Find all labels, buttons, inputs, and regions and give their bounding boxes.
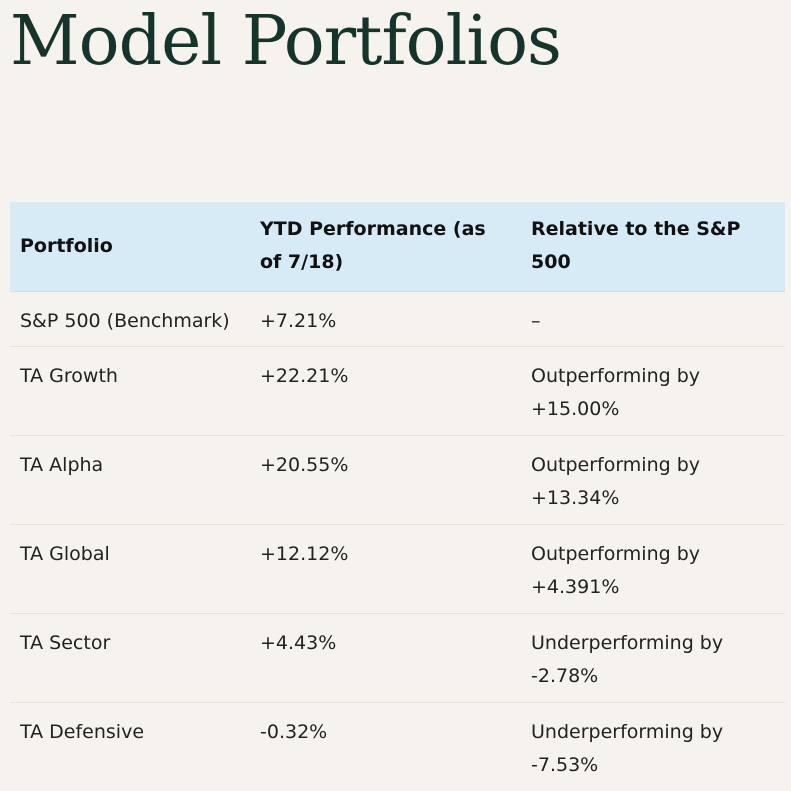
table-row: TA Sector +4.43% Underperforming by -2.7… (10, 612, 785, 702)
cell-relative: Outperforming by +15.00% (521, 345, 785, 435)
cell-relative: Underperforming by -7.53% (521, 701, 785, 791)
table-row: TA Global +12.12% Outperforming by +4.39… (10, 523, 785, 613)
cell-ytd: +12.12% (250, 523, 521, 613)
portfolio-table: Portfolio YTD Performance (as of 7/18) R… (10, 202, 785, 791)
portfolio-table-container: Portfolio YTD Performance (as of 7/18) R… (10, 202, 785, 791)
table-body: S&P 500 (Benchmark) +7.21% – TA Growth +… (10, 290, 785, 791)
cell-ytd: +7.21% (250, 290, 521, 346)
cell-ytd: +22.21% (250, 345, 521, 435)
header-relative-sp500: Relative to the S&P 500 (531, 218, 741, 274)
cell-portfolio: TA Global (10, 523, 250, 613)
table-row: S&P 500 (Benchmark) +7.21% – (10, 290, 785, 346)
cell-portfolio: S&P 500 (Benchmark) (10, 290, 250, 346)
cell-relative: Outperforming by +13.34% (521, 434, 785, 524)
cell-portfolio: TA Defensive (10, 701, 250, 791)
table-row: TA Alpha +20.55% Outperforming by +13.34… (10, 434, 785, 524)
header-ytd-performance: YTD Performance (as of 7/18) (260, 218, 486, 274)
cell-relative: Outperforming by +4.391% (521, 523, 785, 613)
cell-portfolio: TA Sector (10, 612, 250, 702)
table-row: TA Defensive -0.32% Underperforming by -… (10, 701, 785, 791)
header-row: Portfolio YTD Performance (as of 7/18) R… (10, 202, 785, 291)
cell-relative: – (521, 290, 785, 346)
page-title: Model Portfolios (10, 2, 562, 81)
cell-ytd: +4.43% (250, 612, 521, 702)
table-row: TA Growth +22.21% Outperforming by +15.0… (10, 345, 785, 435)
cell-ytd: +20.55% (250, 434, 521, 524)
cell-relative: Underperforming by -2.78% (521, 612, 785, 702)
table-header: Portfolio YTD Performance (as of 7/18) R… (10, 202, 785, 291)
cell-portfolio: TA Growth (10, 345, 250, 435)
header-portfolio: Portfolio (20, 234, 113, 257)
cell-ytd: -0.32% (250, 701, 521, 791)
cell-portfolio: TA Alpha (10, 434, 250, 524)
